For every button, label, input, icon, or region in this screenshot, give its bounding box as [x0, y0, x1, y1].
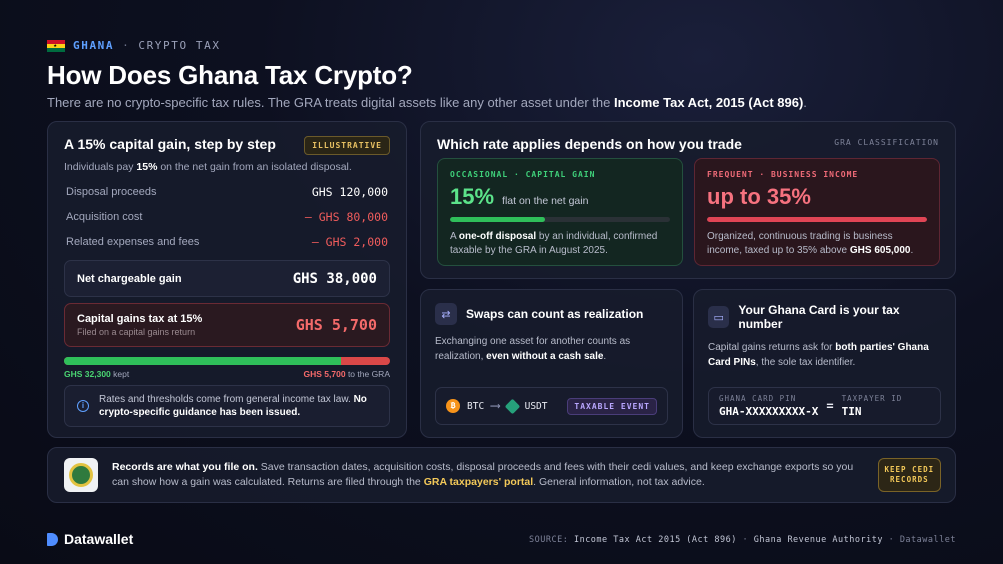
calculation-rows: Disposal proceeds GHS 120,000 Acquisitio… [64, 179, 390, 254]
datawallet-logo: Datawallet [47, 531, 133, 547]
guidance-text: Rates and thresholds come from general i… [99, 393, 367, 419]
page-subtitle: There are no crypto-specific tax rules. … [47, 95, 807, 110]
frequent-panel: FREQUENT · BUSINESS INCOME up to 35% Org… [694, 158, 940, 266]
split-bar [64, 357, 390, 365]
kept-label: GHS 32,300 kept [64, 369, 130, 379]
source-line: SOURCE: Income Tax Act 2015 (Act 896) · … [529, 535, 956, 545]
tether-icon [504, 398, 520, 414]
table-row: Disposal proceeds GHS 120,000 [64, 179, 390, 204]
kept-fill [64, 357, 342, 365]
swaps-title: Swaps can count as realization [466, 307, 644, 321]
act-reference: Income Tax Act, 2015 (Act 896) [613, 95, 804, 110]
pin-example: GHANA CARD PIN GHA-XXXXXXXXX-X = TAXPAYE… [708, 387, 941, 425]
ghana-card-title: Your Ghana Card is your tax number [738, 303, 900, 331]
pin-value: GHA-XXXXXXXXX-X [719, 405, 819, 418]
kicker-country: GHANA [73, 39, 115, 52]
guidance-note: i Rates and thresholds come from general… [64, 385, 390, 427]
net-gain-label: Net chargeable gain [77, 272, 182, 285]
records-text: Records are what you file on. Save trans… [112, 460, 854, 488]
kicker-topic: CRYPTO TAX [138, 39, 221, 52]
frequent-rate-fill [707, 217, 927, 222]
id-card-icon: ▭ [708, 306, 730, 328]
cgt-label: Capital gains tax at 15% [77, 313, 203, 325]
ghana-card-desc: Capital gains returns ask for both parti… [708, 342, 929, 368]
occasional-label: OCCASIONAL · CAPITAL GAIN [450, 170, 596, 179]
arrow-right-icon: ⟶ [491, 398, 500, 414]
net-gain-value: GHS 38,000 [292, 270, 377, 287]
frequent-desc: Organized, continuous trading is busines… [707, 231, 914, 256]
swap-from: BTC [467, 400, 485, 412]
occasional-desc: A one-off disposal by an individual, con… [450, 231, 658, 256]
page-title: How Does Ghana Tax Crypto? [47, 60, 413, 90]
swaps-card: ⇄ Swaps can count as realization Exchang… [420, 289, 683, 438]
capital-gain-intro: Individuals pay 15% on the net gain from… [64, 161, 352, 173]
occasional-rate: 15% [450, 184, 495, 209]
cgt-value: GHS 5,700 [295, 316, 377, 334]
occasional-rate-fill [450, 217, 545, 222]
capital-gain-title: A 15% capital gain, step by step [64, 136, 276, 152]
row-label: Acquisition cost [66, 210, 143, 223]
bitcoin-icon: ₿ [446, 399, 460, 413]
frequent-rate: up to 35% [707, 184, 811, 209]
row-value: GHS 120,000 [311, 184, 388, 199]
rate-card: Which rate applies depends on how you tr… [420, 121, 956, 279]
ghana-card-card: ▭ Your Ghana Card is your tax number Cap… [693, 289, 956, 438]
datawallet-logo-icon [47, 532, 58, 546]
frequent-rate-bar [707, 217, 927, 222]
brand-name: Datawallet [64, 531, 134, 547]
split-bar-labels: GHS 32,300 kept GHS 5,700 to the GRA [64, 369, 390, 379]
taxable-event-badge: TAXABLE EVENT [567, 397, 657, 415]
gra-portal-link[interactable]: GRA taxpayers' portal [423, 476, 534, 488]
swap-example: ₿ BTC ⟶ USDT TAXABLE EVENT [435, 387, 668, 425]
gra-classification-tag: GRA CLASSIFICATION [834, 138, 939, 147]
occasional-panel: OCCASIONAL · CAPITAL GAIN 15% flat on th… [437, 158, 683, 266]
kicker: ★ GHANA · CRYPTO TAX [47, 39, 221, 52]
tin-label: TAXPAYER ID [841, 394, 903, 403]
frequent-label: FREQUENT · BUSINESS INCOME [707, 170, 859, 179]
net-gain-box: Net chargeable gain GHS 38,000 [64, 260, 390, 297]
pin-label: GHANA CARD PIN [719, 394, 797, 403]
occasional-rate-desc: flat on the net gain [502, 195, 589, 207]
gra-label: GHS 5,700 to the GRA [303, 369, 391, 379]
keep-cedi-records-button[interactable]: KEEP CEDI RECORDS [877, 458, 941, 492]
swaps-desc: Exchanging one asset for another counts … [435, 336, 631, 362]
capital-gains-tax-box: Capital gains tax at 15% Filed on a capi… [64, 303, 390, 347]
records-banner: Records are what you file on. Save trans… [47, 447, 956, 503]
gra-seal-icon [64, 458, 98, 492]
cgt-sublabel: Filed on a capital gains return [77, 327, 196, 337]
swap-icon: ⇄ [435, 303, 457, 325]
row-value: – GHS 2,000 [311, 234, 388, 249]
ghana-flag-icon: ★ [47, 39, 65, 52]
rate-title: Which rate applies depends on how you tr… [437, 136, 742, 152]
swap-to: USDT [524, 400, 548, 412]
capital-gain-card: A 15% capital gain, step by step ILLUSTR… [47, 121, 407, 438]
info-icon: i [77, 400, 89, 412]
tin-value: TIN [841, 405, 862, 418]
kicker-separator: · [122, 39, 131, 52]
table-row: Acquisition cost – GHS 80,000 [64, 204, 390, 229]
illustrative-badge: ILLUSTRATIVE [304, 136, 390, 155]
occasional-rate-bar [450, 217, 670, 222]
row-label: Disposal proceeds [66, 185, 157, 198]
row-value: – GHS 80,000 [304, 209, 388, 224]
table-row: Related expenses and fees – GHS 2,000 [64, 229, 390, 254]
equals-sign: = [826, 399, 834, 413]
row-label: Related expenses and fees [66, 235, 200, 248]
